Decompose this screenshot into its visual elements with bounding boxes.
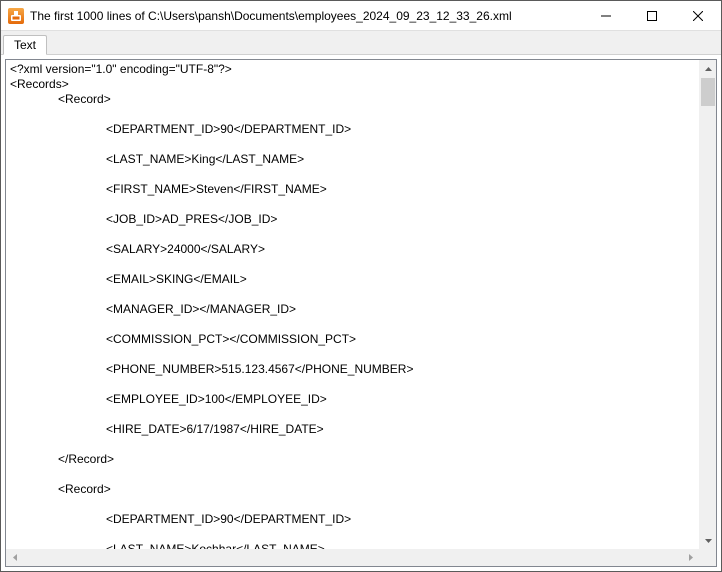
scroll-left-arrow-icon[interactable] xyxy=(6,549,23,566)
window-title: The first 1000 lines of C:\Users\pansh\D… xyxy=(30,9,583,23)
horizontal-scrollbar-track[interactable] xyxy=(23,549,682,566)
titlebar[interactable]: The first 1000 lines of C:\Users\pansh\D… xyxy=(1,1,721,31)
scroll-right-arrow-icon[interactable] xyxy=(682,549,699,566)
horizontal-scrollbar[interactable] xyxy=(6,549,716,566)
content-panel: <?xml version="1.0" encoding="UTF-8"?> <… xyxy=(5,59,717,567)
scrollbar-corner xyxy=(699,549,716,566)
window-frame: The first 1000 lines of C:\Users\pansh\D… xyxy=(0,0,722,572)
close-button[interactable] xyxy=(675,1,721,31)
scroll-up-arrow-icon[interactable] xyxy=(700,60,716,77)
text-area: <?xml version="1.0" encoding="UTF-8"?> <… xyxy=(6,60,716,549)
vertical-scrollbar-thumb[interactable] xyxy=(701,78,715,106)
tab-strip: Text xyxy=(1,31,721,55)
tab-text[interactable]: Text xyxy=(3,35,47,55)
vertical-scrollbar[interactable] xyxy=(699,60,716,549)
minimize-button[interactable] xyxy=(583,1,629,31)
maximize-button[interactable] xyxy=(629,1,675,31)
app-icon xyxy=(8,8,24,24)
content-wrap: <?xml version="1.0" encoding="UTF-8"?> <… xyxy=(1,55,721,571)
xml-text[interactable]: <?xml version="1.0" encoding="UTF-8"?> <… xyxy=(6,60,699,549)
scroll-down-arrow-icon[interactable] xyxy=(700,532,716,549)
